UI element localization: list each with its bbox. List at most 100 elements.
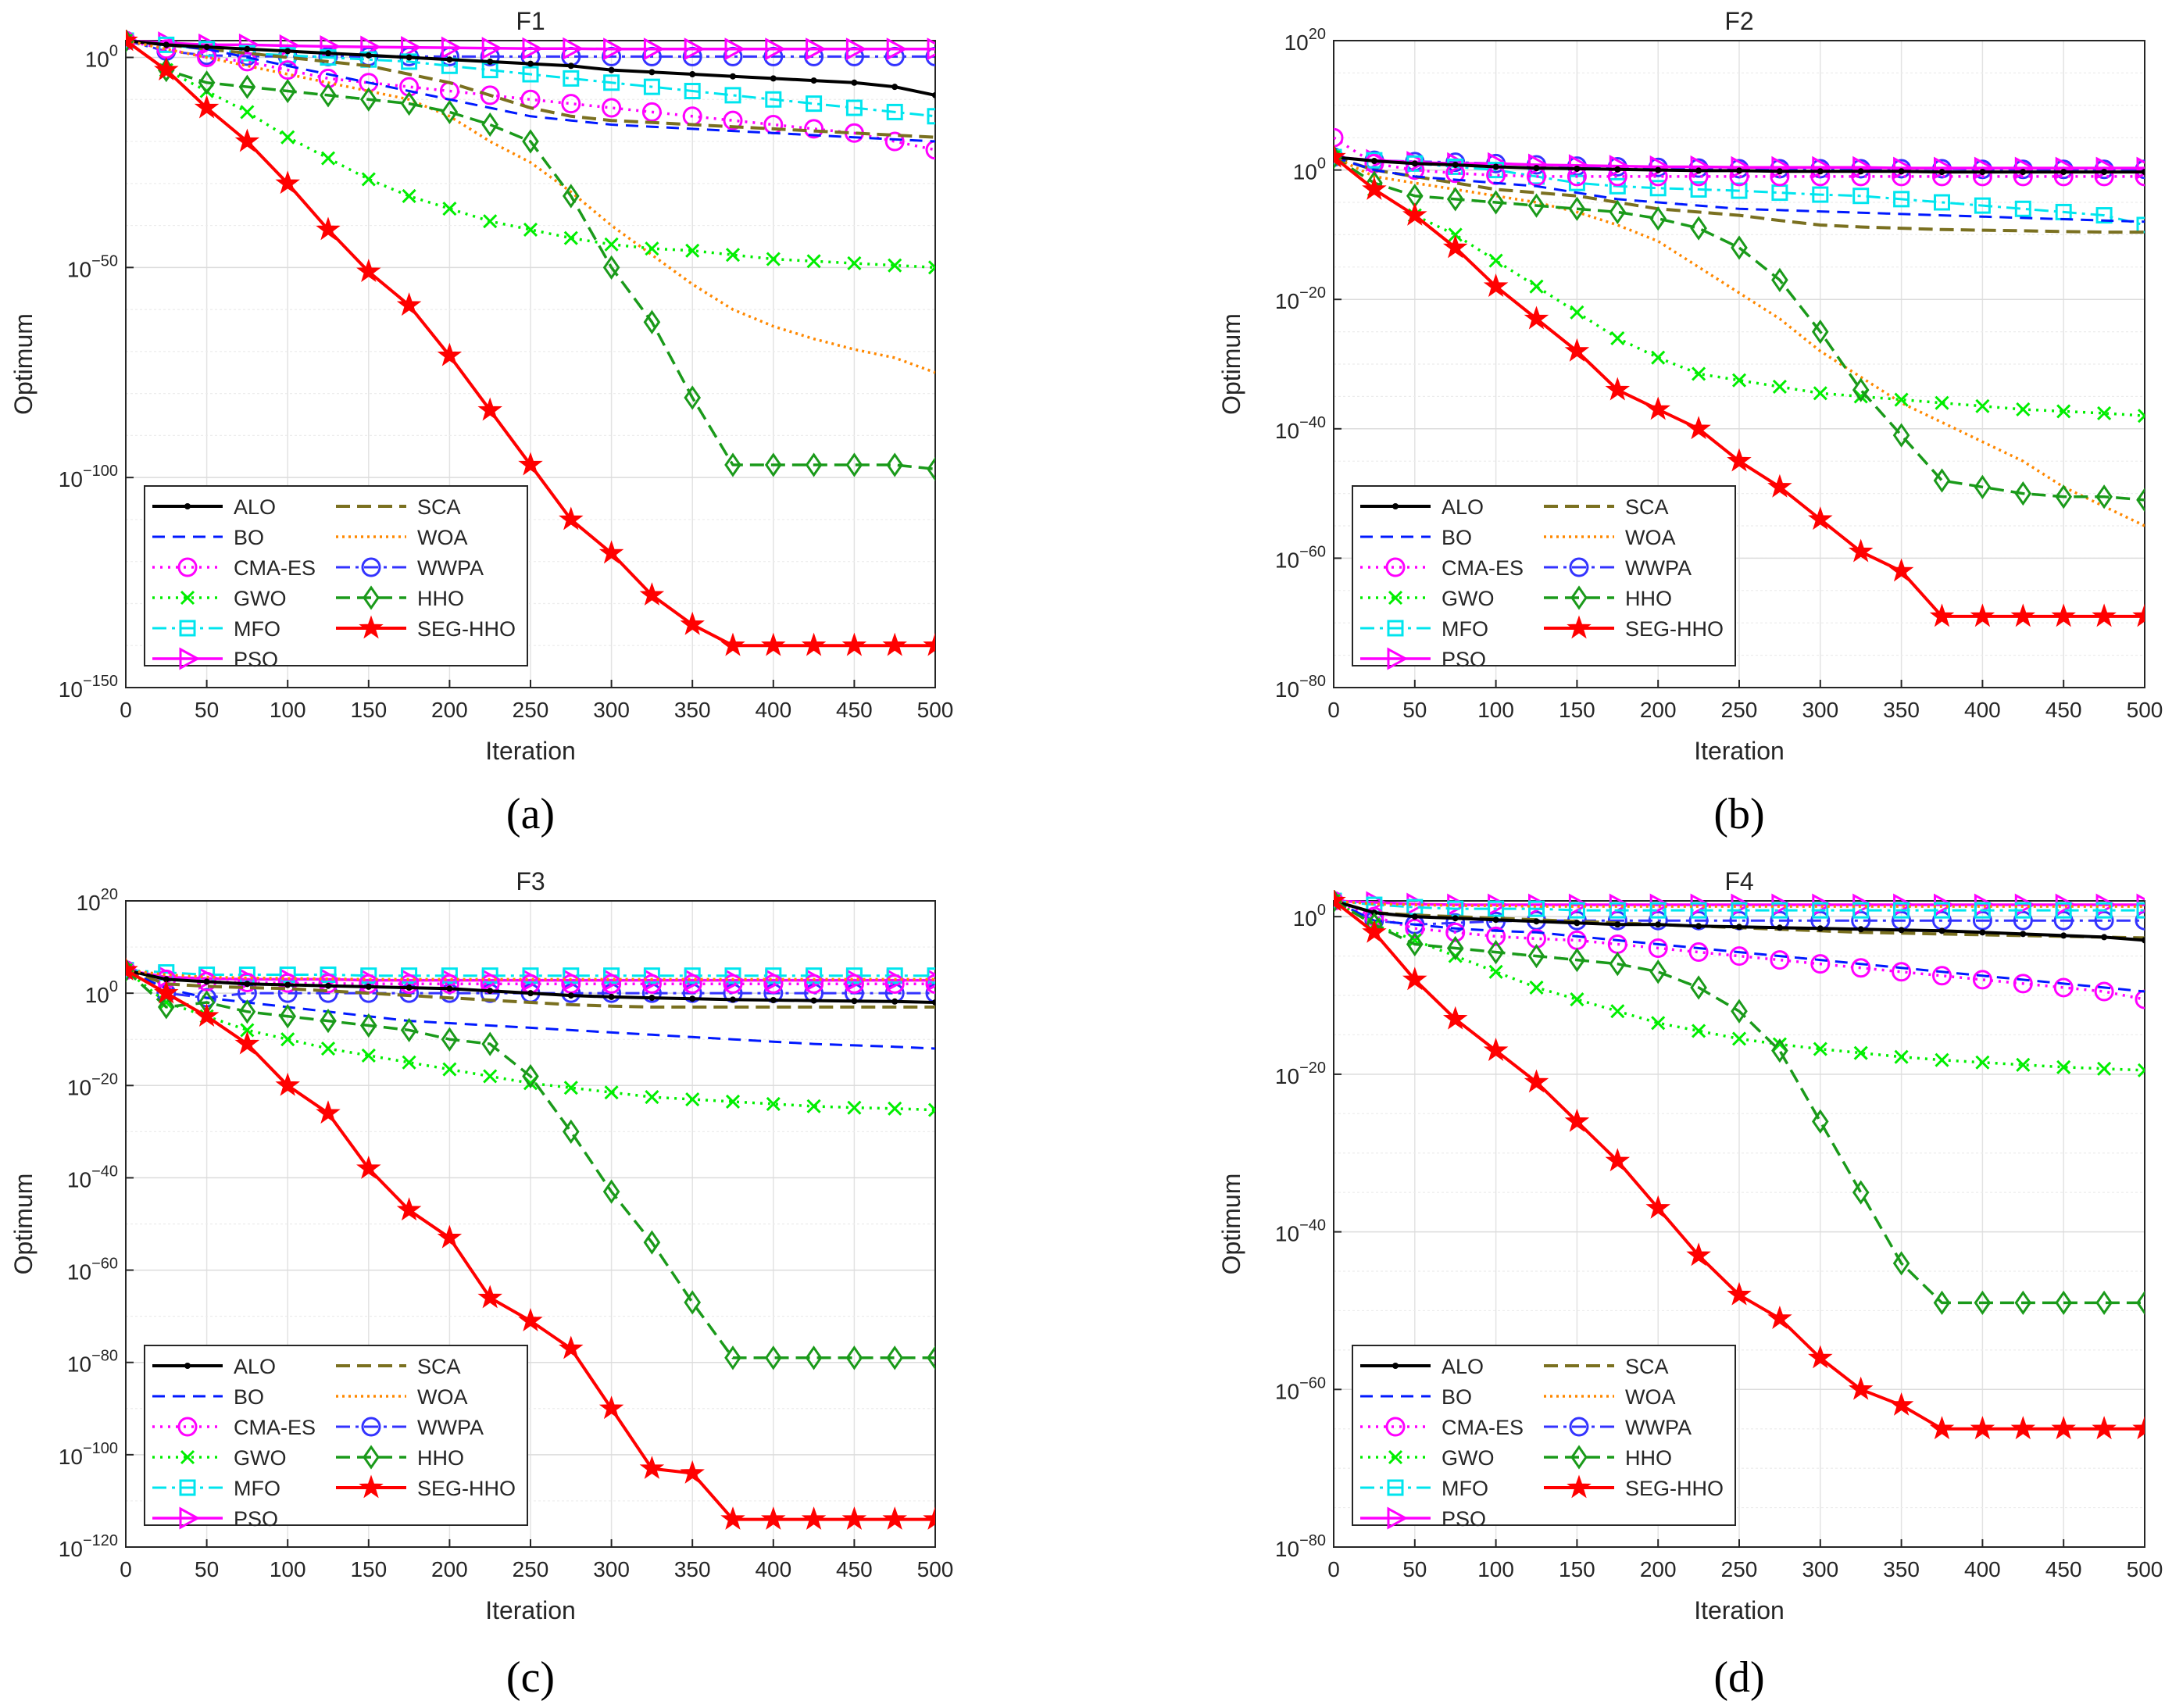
series-point-wwpa xyxy=(2053,910,2074,931)
series-point-alo xyxy=(325,50,331,57)
series-point-gwo xyxy=(442,202,457,216)
x-tick-label: 300 xyxy=(1802,698,1838,722)
series-point-cma-es xyxy=(237,52,257,72)
legend-marker-wwpa xyxy=(1569,1417,1589,1437)
legend-label-woa: WOA xyxy=(1625,1385,1676,1409)
series-point-alo xyxy=(203,978,210,985)
series-point-cma-es xyxy=(602,98,622,118)
series-point-gwo xyxy=(1570,305,1584,320)
series-point-alo xyxy=(284,981,291,988)
series-point-hho xyxy=(602,1179,620,1204)
legend-box xyxy=(144,485,528,666)
series-point-alo xyxy=(1938,169,1945,176)
series-point-pso xyxy=(481,37,503,60)
series-point-cma-es xyxy=(804,974,824,994)
x-tick-label: 150 xyxy=(1559,1557,1595,1581)
series-point-hho xyxy=(1690,975,1707,1000)
x-tick-label: 100 xyxy=(270,698,306,722)
series-point-cma-es xyxy=(1810,954,1831,974)
series-point-seg-hho xyxy=(1970,603,1995,627)
series-point-alo xyxy=(163,41,170,48)
x-tick-label: 450 xyxy=(836,698,873,722)
series-point-gwo xyxy=(280,130,295,145)
series-line-hho xyxy=(1334,899,2145,1305)
legend-label-cma-es: CMA-ES xyxy=(1442,556,1524,580)
x-tick-label: 450 xyxy=(836,1557,873,1581)
series-point-seg-hho xyxy=(437,342,463,366)
series-point-alo xyxy=(1898,168,1905,175)
series-point-cma-es xyxy=(1810,166,1831,187)
chart-title: F1 xyxy=(516,7,545,35)
series-point-cma-es xyxy=(1892,962,1912,982)
series-point-cma-es xyxy=(480,85,500,105)
series-point-cma-es xyxy=(2135,989,2145,1009)
series-point-seg-hho xyxy=(1402,202,1427,226)
series-point-hho xyxy=(1527,943,1545,969)
series-point-mfo xyxy=(2014,902,2031,919)
series-point-gwo xyxy=(320,1041,336,1056)
series-point-mfo xyxy=(1609,177,1626,195)
y-axis-label: Optimum xyxy=(9,1174,38,1275)
x-tick-label: 250 xyxy=(513,1557,549,1581)
legend-marker-wwpa xyxy=(1569,557,1589,577)
series-point-hho xyxy=(1649,959,1667,984)
legend-label-wwpa: WWPA xyxy=(1625,1416,1692,1439)
series-point-mfo xyxy=(2014,200,2031,217)
legend-label-hho: HHO xyxy=(1625,587,1672,610)
legend-label-gwo: GWO xyxy=(1442,587,1495,610)
series-line-wwpa xyxy=(126,969,935,999)
x-tick-label: 50 xyxy=(195,1557,219,1581)
legend-label-seg-hho: SEG-HHO xyxy=(417,1477,516,1500)
x-tick-label: 50 xyxy=(1402,698,1427,722)
series-point-hho xyxy=(1974,474,1992,499)
legend-label-seg-hho: SEG-HHO xyxy=(1625,1477,1724,1500)
series-point-hho xyxy=(2055,484,2073,509)
series-point-gwo xyxy=(1448,227,1463,242)
legend-label-cma-es: CMA-ES xyxy=(1442,1416,1524,1439)
series-group xyxy=(1334,890,2145,1440)
series-point-hho xyxy=(2136,488,2145,513)
series-point-gwo xyxy=(927,1102,935,1117)
series-point-mfo xyxy=(320,967,337,984)
series-point-gwo xyxy=(2137,1063,2145,1077)
series-point-gwo xyxy=(1651,350,1666,365)
series-point-alo xyxy=(244,981,251,988)
x-axis-label: Iteration xyxy=(1694,737,1785,765)
series-point-hho xyxy=(1406,931,1424,957)
series-point-cma-es xyxy=(2013,166,2033,187)
series-point-cma-es xyxy=(682,974,702,994)
series-point-pso xyxy=(684,38,706,61)
x-tick-label: 300 xyxy=(593,698,630,722)
series-line-sca xyxy=(126,39,935,139)
x-tick-label: 500 xyxy=(917,1557,954,1581)
x-tick-label: 350 xyxy=(674,1557,711,1581)
series-point-seg-hho xyxy=(1848,538,1874,563)
x-tick-label: 0 xyxy=(120,698,132,722)
series-point-alo xyxy=(1452,915,1459,922)
x-tick-label: 350 xyxy=(1883,698,1920,722)
series-point-gwo xyxy=(2137,409,2145,423)
series-point-cma-es xyxy=(884,131,905,152)
legend-marker-mfo xyxy=(1387,620,1404,637)
series-point-alo xyxy=(1776,924,1783,931)
series-point-seg-hho xyxy=(1686,416,1711,440)
series-point-hho xyxy=(2014,1290,2032,1315)
series-point-alo xyxy=(1492,917,1499,924)
series-point-cma-es xyxy=(804,119,824,139)
legend: ALO BO CMA-ES GWO MFO PSO SCA WOA WWPA HHO SEG-HHO xyxy=(144,1345,528,1531)
series-point-gwo xyxy=(766,252,781,266)
chart-panel: 0 50 100 150 200 250 300 350 400 450 50010−8010−60… xyxy=(1217,7,2163,838)
series-point-mfo xyxy=(1649,902,1667,919)
series-point-hho xyxy=(157,995,175,1020)
series-point-cma-es xyxy=(884,974,905,994)
series-point-gwo xyxy=(685,243,700,258)
legend-marker-gwo xyxy=(180,1449,195,1465)
series-point-gwo xyxy=(1935,395,1949,410)
series-point-hho xyxy=(562,1119,580,1144)
series-point-seg-hho xyxy=(1442,234,1468,259)
series-point-seg-hho xyxy=(234,128,260,152)
series-point-seg-hho xyxy=(1605,377,1631,401)
series-point-gwo xyxy=(604,1085,619,1100)
series-point-mfo xyxy=(1731,182,1748,199)
series-point-seg-hho xyxy=(680,611,705,635)
